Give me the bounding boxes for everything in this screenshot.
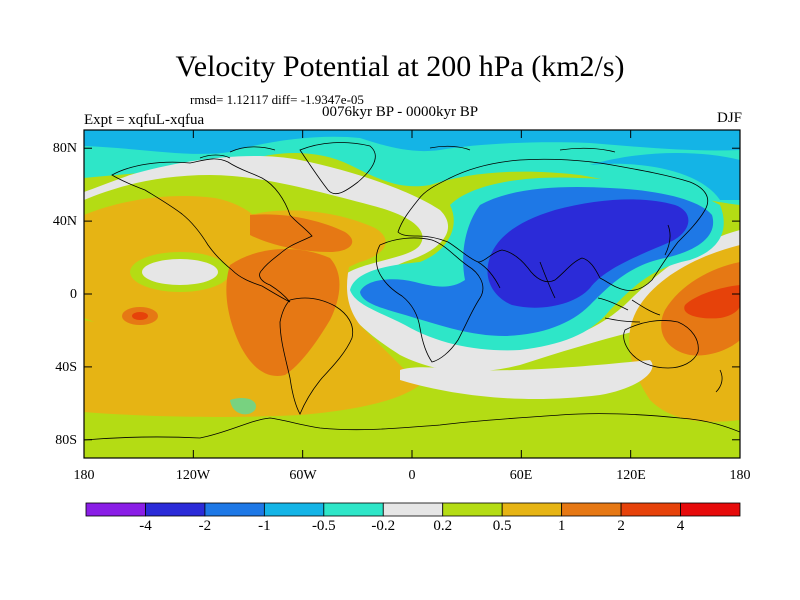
lon-label-180e: 180: [729, 468, 751, 483]
coast-maritime-continent: [597, 297, 661, 323]
map-title: Velocity Potential at 200 hPa (km2/s): [175, 50, 625, 83]
lat-label-40n: 40N: [52, 214, 77, 229]
colorbar-tick-label: -4: [139, 518, 152, 534]
season-label: DJF: [716, 110, 742, 126]
axis-ticks: [83, 130, 741, 458]
colorbar-swatch: [204, 502, 265, 517]
coast-north-america: [111, 158, 313, 303]
colorbar-swatch: [85, 502, 146, 517]
lon-label-60w: 60W: [289, 468, 317, 483]
coast-greenland: [299, 142, 376, 195]
colorbar-swatch: [442, 502, 503, 517]
colorbar-swatch: [382, 502, 444, 517]
coast-australia: [623, 320, 699, 369]
colorbar-swatch: [145, 502, 206, 517]
coast-new-zealand: [715, 369, 723, 393]
period-label: 0076kyr BP - 0000kyr BP: [322, 104, 479, 120]
colorbar-tick-label: -1: [258, 518, 271, 534]
field-region-red-wpac: [684, 285, 740, 319]
colorbar: [85, 502, 741, 517]
colorbar-tick-label: 0.5: [492, 518, 512, 534]
colorbar-tick-label: 2: [617, 518, 625, 534]
lat-label-80n: 80N: [52, 141, 77, 156]
colorbar-tick-label: -0.2: [371, 518, 396, 534]
field-region-arctic-cyan: [84, 130, 740, 205]
coast-south-america: [279, 297, 354, 415]
colorbar-swatch: [323, 502, 384, 517]
colorbar-swatch: [263, 502, 325, 517]
lat-label-40s: 40S: [55, 360, 77, 375]
field-region-dark-blue: [487, 199, 689, 308]
lon-label-60e: 60E: [509, 468, 533, 483]
lat-label-80s: 80S: [55, 433, 77, 448]
colorbar-swatch: [501, 502, 563, 517]
colorbar-tick-label: 1: [557, 518, 566, 534]
colorbar-tick-label: -2: [198, 518, 212, 534]
experiment-label: Expt = xqfuL-xqfua: [84, 112, 205, 128]
colorbar-swatch: [561, 502, 622, 517]
colorbar-tick-label: 4: [676, 518, 685, 534]
coastlines: [84, 142, 740, 441]
field-region-arctic-blue: [84, 130, 740, 154]
stats-line: rmsd= 1.12117 diff= -1.9347e-05: [190, 92, 364, 107]
map-field: [84, 130, 740, 458]
lon-label-120w: 120W: [175, 468, 211, 483]
colorbar-swatch: [620, 502, 681, 517]
coast-africa: [375, 237, 484, 363]
coast-japan: [664, 224, 671, 256]
lon-label-120e: 120E: [616, 468, 646, 483]
colorbar-tick-label: -0.5: [311, 518, 336, 534]
lon-label-0: 0: [408, 468, 416, 483]
colorbar-swatch: [680, 502, 741, 517]
lon-label-180w: 180: [73, 468, 95, 483]
lat-label-0: 0: [70, 287, 77, 302]
coast-antarctica: [84, 413, 740, 441]
colorbar-tick-label: 0.2: [433, 518, 453, 534]
